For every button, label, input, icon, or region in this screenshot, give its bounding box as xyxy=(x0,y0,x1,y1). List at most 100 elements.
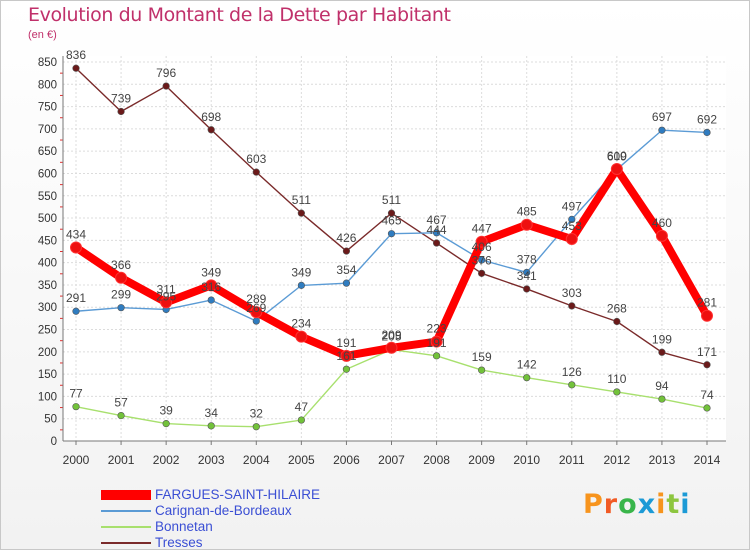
data-point xyxy=(342,279,351,287)
data-label: 199 xyxy=(652,332,672,346)
data-label: 444 xyxy=(427,223,447,237)
legend-swatch xyxy=(101,510,151,512)
y-tick-label: 100 xyxy=(38,391,57,403)
data-label: 497 xyxy=(562,199,582,213)
legend-label: Tresses xyxy=(155,535,203,550)
data-label: 609 xyxy=(607,149,627,163)
data-point xyxy=(70,241,82,254)
data-label: 485 xyxy=(517,205,537,219)
data-label: 354 xyxy=(336,263,356,277)
logo-letter: x xyxy=(637,489,657,520)
data-label: 349 xyxy=(201,265,221,279)
data-point xyxy=(117,107,125,116)
data-label: 698 xyxy=(201,110,221,124)
data-point xyxy=(703,128,711,137)
data-point xyxy=(72,64,80,72)
data-point xyxy=(207,296,215,304)
data-point xyxy=(385,341,398,354)
data-label: 460 xyxy=(652,216,672,230)
data-point xyxy=(703,361,711,369)
data-point xyxy=(342,247,351,255)
data-label: 39 xyxy=(159,404,173,418)
data-label: 291 xyxy=(66,291,86,305)
x-tick-label: 2014 xyxy=(694,453,721,467)
x-tick-label: 2011 xyxy=(559,453,585,467)
data-point xyxy=(432,239,441,247)
chart-subtitle: (en €) xyxy=(28,29,57,41)
data-label: 74 xyxy=(700,388,714,402)
data-label: 32 xyxy=(250,407,264,421)
x-tick-label: 2001 xyxy=(108,453,135,467)
data-label: 378 xyxy=(517,252,537,266)
data-label: 303 xyxy=(562,286,582,300)
data-point xyxy=(115,271,128,284)
data-label: 268 xyxy=(607,302,627,316)
data-point xyxy=(162,82,170,90)
data-label: 47 xyxy=(295,400,309,414)
y-tick-label: 700 xyxy=(38,124,57,136)
data-point xyxy=(568,215,576,223)
data-label: 434 xyxy=(66,227,86,241)
data-label: 692 xyxy=(697,112,717,126)
y-tick-label: 350 xyxy=(38,280,57,292)
data-label: 205 xyxy=(381,330,401,344)
data-point xyxy=(250,306,263,319)
data-label: 289 xyxy=(246,292,266,306)
data-point xyxy=(117,411,125,420)
data-label: 316 xyxy=(201,280,221,294)
data-point xyxy=(205,279,218,292)
data-label: 269 xyxy=(246,301,266,315)
data-point xyxy=(340,349,353,362)
data-label: 341 xyxy=(517,269,537,283)
data-point xyxy=(658,395,666,403)
y-tick-label: 300 xyxy=(38,302,57,314)
data-point xyxy=(478,269,486,277)
data-label: 171 xyxy=(697,345,717,359)
data-point xyxy=(72,403,80,411)
y-tick-label: 650 xyxy=(38,146,57,158)
logo-letter: i xyxy=(680,489,691,520)
y-tick-label: 750 xyxy=(38,102,57,114)
data-point xyxy=(252,168,260,176)
y-tick-label: 800 xyxy=(38,79,57,91)
data-point xyxy=(523,285,531,293)
x-tick-label: 2004 xyxy=(243,453,270,467)
data-point xyxy=(658,348,666,356)
data-point xyxy=(565,233,578,246)
data-point xyxy=(297,281,305,289)
data-point xyxy=(207,422,215,430)
data-label: 406 xyxy=(472,240,492,254)
data-point xyxy=(387,209,396,217)
data-label: 281 xyxy=(697,296,717,310)
legend-swatch xyxy=(101,542,151,544)
data-label: 376 xyxy=(472,253,492,267)
legend-swatch xyxy=(101,526,151,528)
data-point xyxy=(568,302,576,310)
data-label: 511 xyxy=(382,193,401,207)
data-point xyxy=(655,229,668,242)
data-point xyxy=(117,304,125,312)
data-point xyxy=(252,317,260,325)
y-tick-label: 50 xyxy=(44,414,57,426)
data-point xyxy=(162,420,170,428)
data-label: 697 xyxy=(652,110,672,124)
data-point xyxy=(297,416,305,424)
data-point xyxy=(523,268,531,277)
data-point xyxy=(207,126,215,134)
y-tick-label: 450 xyxy=(38,235,57,247)
data-label: 836 xyxy=(66,48,86,62)
data-label: 739 xyxy=(111,91,131,105)
data-label: 191 xyxy=(336,336,356,350)
y-tick-label: 600 xyxy=(38,168,57,180)
data-label: 299 xyxy=(111,288,131,302)
data-label: 110 xyxy=(607,372,626,386)
data-label: 610 xyxy=(607,149,627,163)
data-label: 796 xyxy=(156,66,176,80)
x-tick-label: 2000 xyxy=(63,453,90,467)
data-label: 349 xyxy=(291,265,311,279)
data-point xyxy=(297,209,305,217)
data-point xyxy=(432,229,441,237)
data-label: 511 xyxy=(292,193,311,207)
